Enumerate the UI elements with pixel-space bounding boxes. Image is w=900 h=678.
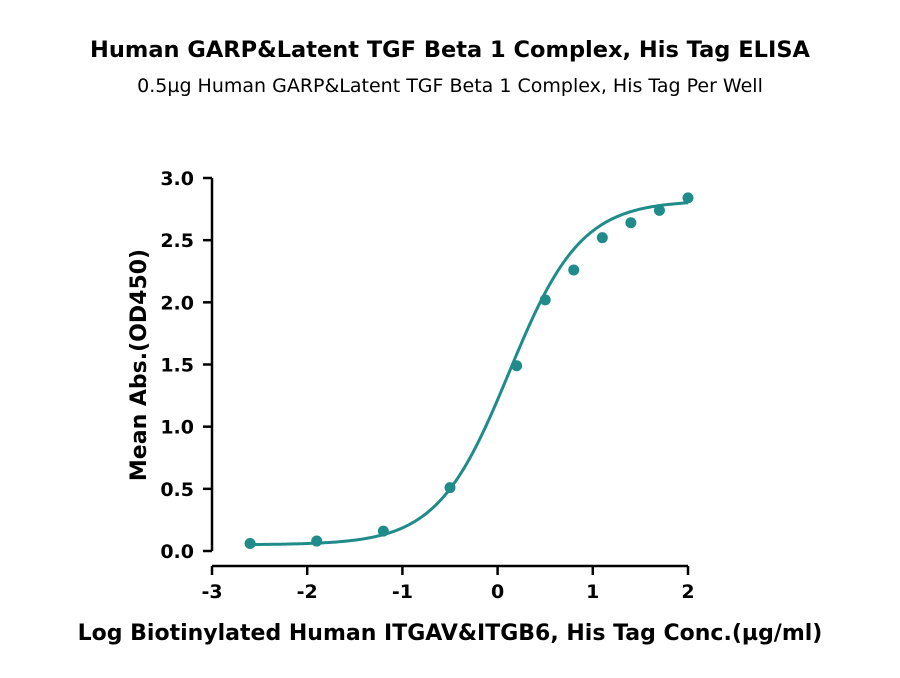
data-point bbox=[377, 525, 389, 537]
y-tick-label: 1.0 bbox=[160, 417, 194, 439]
data-point bbox=[511, 360, 523, 372]
plot-area: 0.0 0.5 1.0 1.5 2.0 2.5 3.0 -3 -2 -1 0 1 2 bbox=[160, 168, 694, 603]
y-tick-label: 3.0 bbox=[160, 168, 194, 190]
data-point bbox=[596, 232, 608, 244]
data-point bbox=[653, 204, 665, 216]
x-tick-label: -2 bbox=[297, 581, 318, 603]
chart-title: Human GARP&Latent TGF Beta 1 Complex, Hi… bbox=[90, 37, 810, 63]
y-tick-label: 2.0 bbox=[160, 292, 194, 314]
y-tick-label: 0.0 bbox=[160, 541, 194, 563]
data-point bbox=[682, 192, 694, 204]
data-point bbox=[625, 217, 637, 229]
chart-subtitle: 0.5µg Human GARP&Latent TGF Beta 1 Compl… bbox=[137, 75, 763, 97]
y-tick-label: 0.5 bbox=[160, 479, 194, 501]
data-point bbox=[568, 264, 580, 276]
y-tick-label: 2.5 bbox=[160, 230, 194, 252]
x-tick-label: 1 bbox=[586, 581, 599, 603]
y-axis-label: Mean Abs.(OD450) bbox=[127, 249, 152, 481]
x-tick-label: 2 bbox=[681, 581, 694, 603]
data-point bbox=[311, 535, 323, 547]
fit-curve-line bbox=[250, 201, 689, 547]
data-point bbox=[539, 294, 551, 306]
data-point bbox=[244, 538, 256, 550]
x-tick-label: -3 bbox=[201, 581, 222, 603]
x-tick-label: -1 bbox=[392, 581, 413, 603]
y-tick-label: 1.5 bbox=[160, 355, 194, 377]
x-axis-label: Log Biotinylated Human ITGAV&ITGB6, His … bbox=[78, 621, 823, 646]
x-tick-label: 0 bbox=[491, 581, 504, 603]
data-point bbox=[444, 482, 456, 494]
